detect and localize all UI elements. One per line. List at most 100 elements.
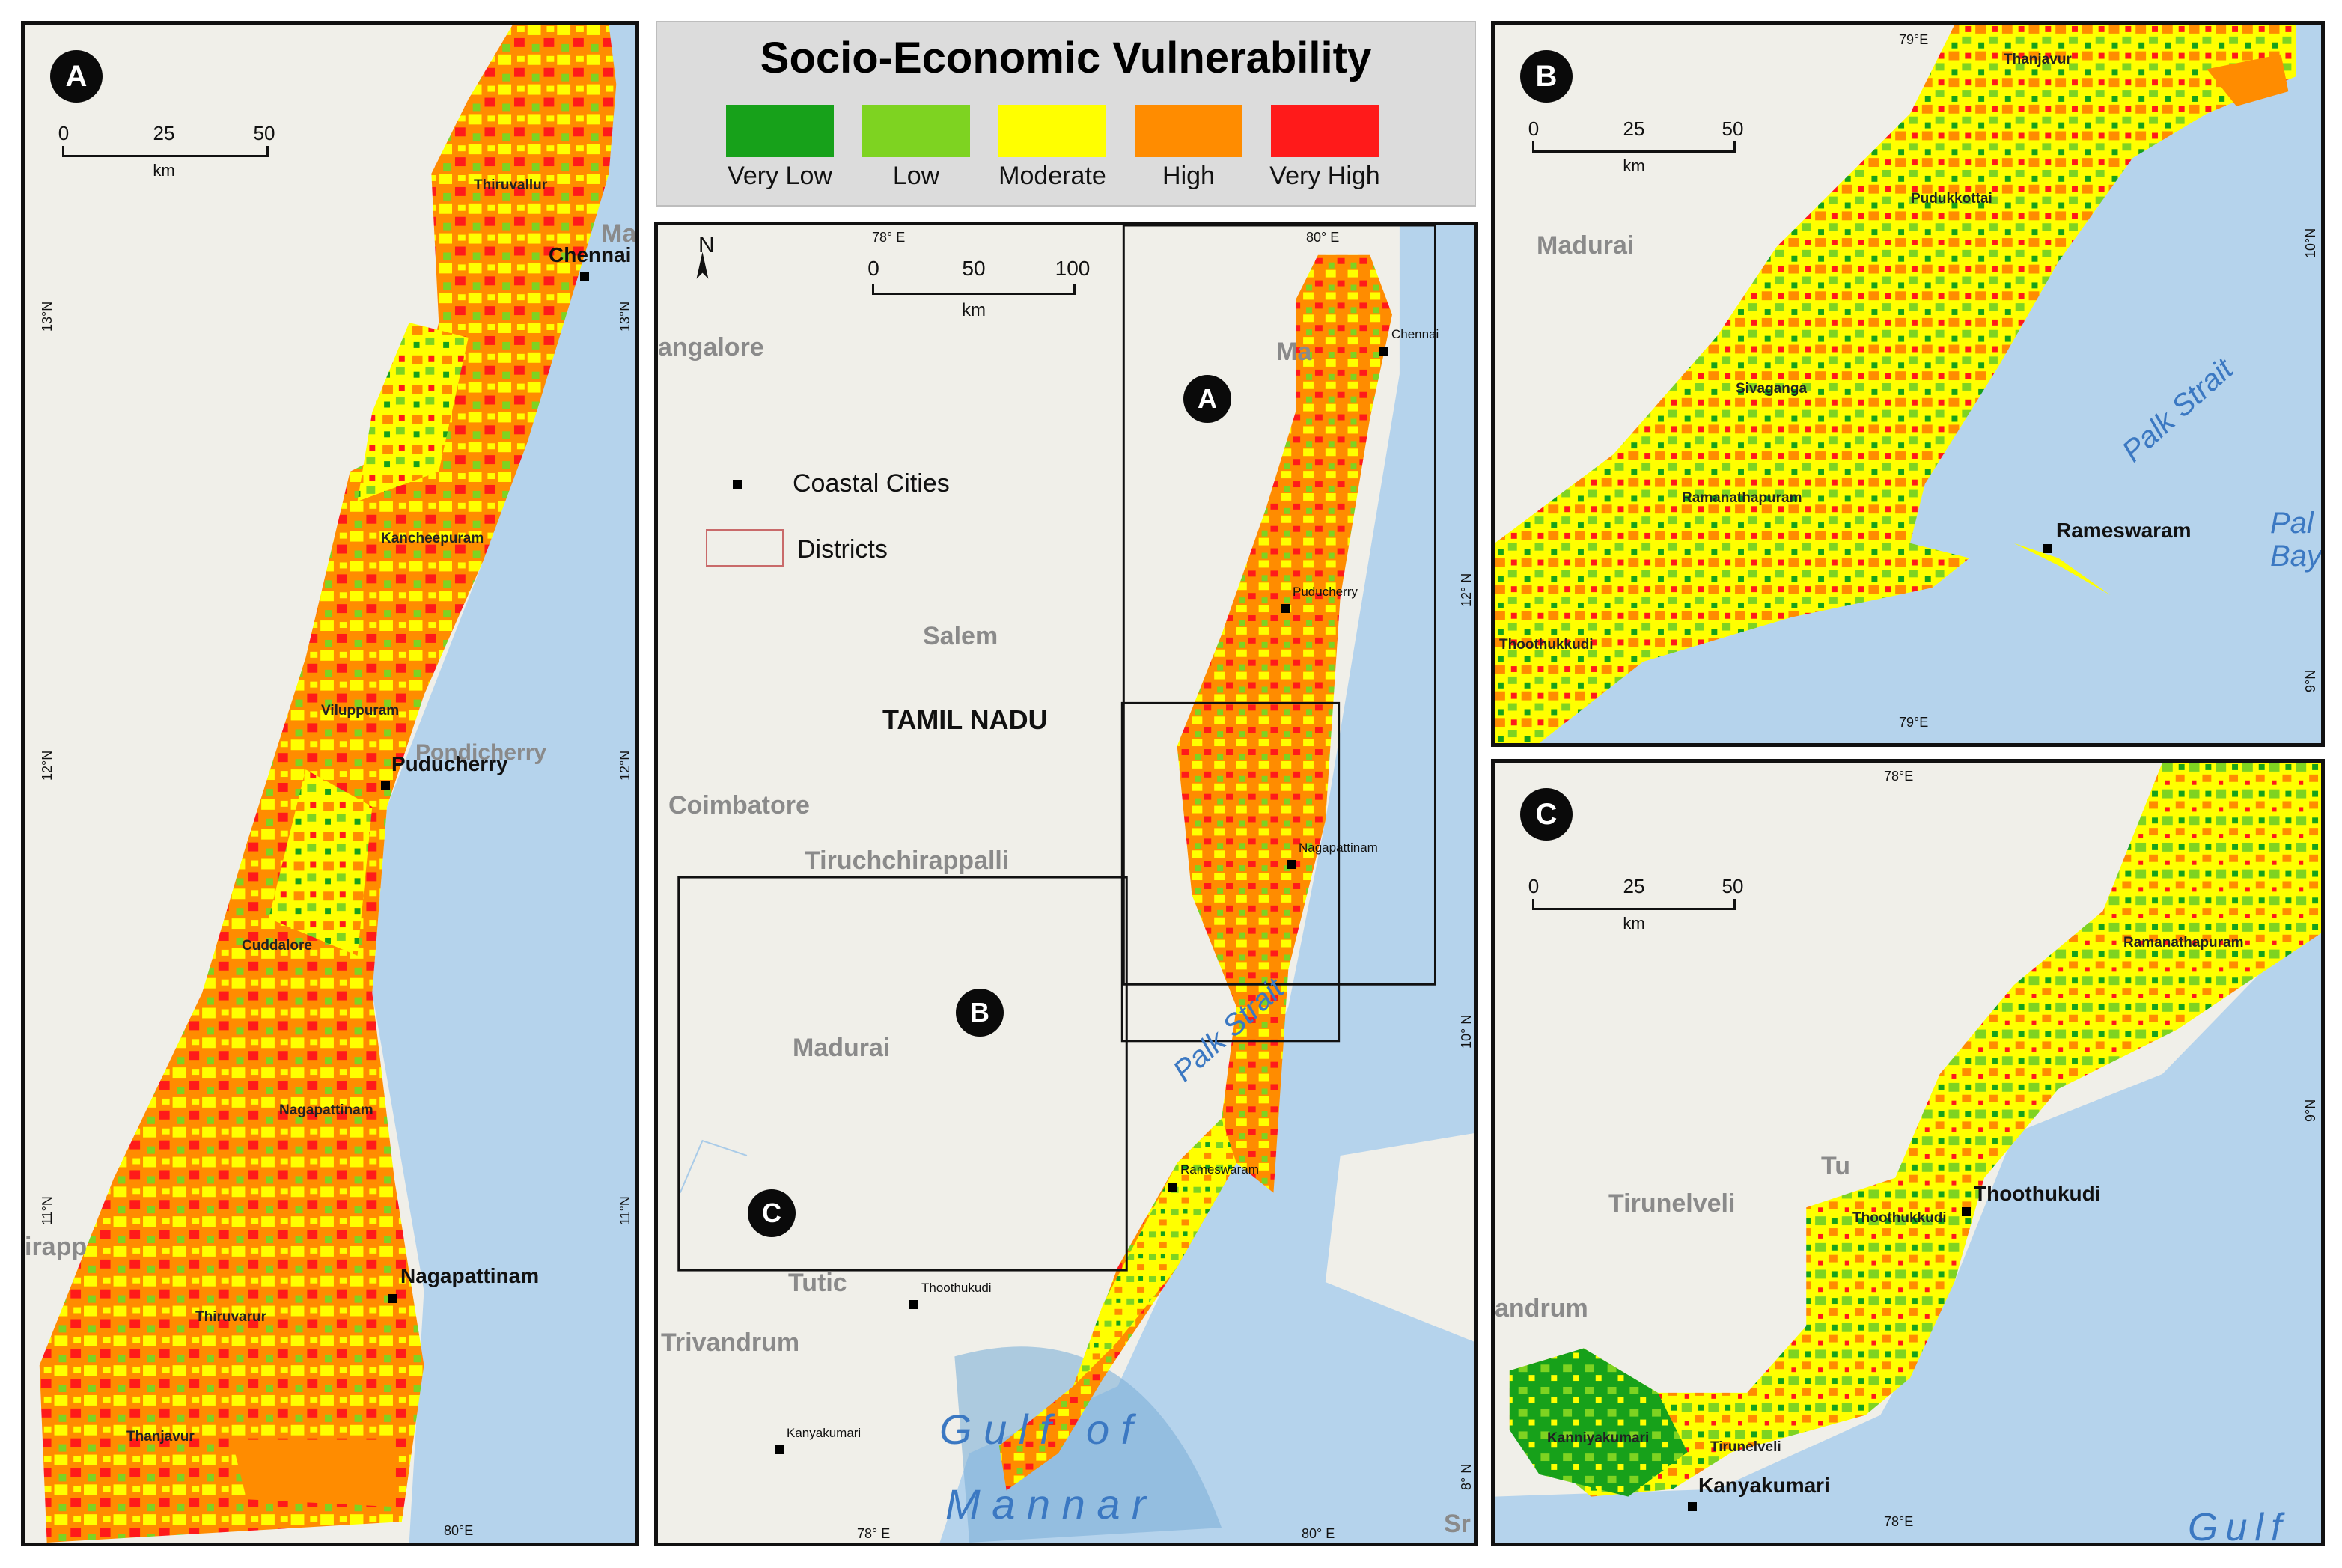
district-c-tirunelveli: Tirunelveli	[1710, 1439, 1781, 1455]
scale-tick-b-25: 25	[1623, 118, 1645, 140]
coord-b-79e-top: 79°E	[1899, 32, 1929, 47]
panel-b-thanjavur-patch	[2207, 54, 2289, 106]
coord-main-78e-top: 78° E	[872, 230, 906, 245]
panel-c-map-canvas	[1495, 763, 2321, 1543]
city-marker-nagapattinam	[388, 1294, 397, 1303]
legend-label-low: Low	[892, 162, 940, 190]
coord-main-80e-top: 80° E	[1306, 230, 1340, 245]
scale-tick-a-0: 0	[58, 122, 70, 144]
marker-kanyakumari	[775, 1445, 784, 1454]
district-c-thoothukkudi: Thoothukkudi	[1852, 1210, 1947, 1226]
panel-c-kanniyakumari-green	[1509, 1348, 1688, 1497]
scale-tick-c-0: 0	[1528, 875, 1540, 897]
district-kancheepuram: Kancheepuram	[381, 531, 484, 546]
legend-item-very-low: Very Low	[713, 105, 847, 191]
background-place-tirapp: irapp	[25, 1233, 88, 1261]
city-label-nagapattinam: Nagapattinam	[400, 1264, 540, 1287]
label-c-thoothukudi: Thoothukudi	[1974, 1182, 2101, 1205]
state-label-tamil-nadu: TAMIL NADU	[882, 704, 1048, 735]
inset-marker-b: B	[956, 989, 1004, 1037]
background-place-salem: Salem	[923, 622, 998, 650]
coord-main-80e-bottom: 80° E	[1302, 1526, 1335, 1541]
north-arrow-label: N	[698, 233, 715, 257]
coord-main-78e-bottom: 78° E	[857, 1526, 891, 1541]
label-puducherry: Puducherry	[1293, 585, 1358, 599]
marker-puducherry	[1281, 604, 1290, 613]
overview-map-canvas	[658, 225, 1474, 1543]
background-place-bangalore: angalore	[658, 333, 764, 362]
panel-label-c: C	[1520, 788, 1573, 841]
background-place-tutic: Tutic	[788, 1269, 847, 1297]
coord-a-12n-left: 12°N	[40, 750, 55, 781]
overview-vulnerability-coast	[998, 254, 1392, 1491]
legend-label-high: High	[1162, 162, 1215, 190]
coord-main-10n: 10° N	[1459, 1014, 1474, 1049]
scale-tick-main-100: 100	[1055, 257, 1091, 280]
legend-swatch-moderate	[998, 105, 1106, 157]
scale-unit-c: km	[1623, 914, 1645, 933]
coord-a-12n-right: 12°N	[617, 750, 632, 781]
panel-b-vulnerability-coast	[1495, 25, 2296, 743]
legend-label-very-high: Very High	[1269, 162, 1380, 190]
coord-a-80e: 80°E	[444, 1523, 474, 1538]
legend-label-moderate: Moderate	[998, 162, 1106, 190]
vulnerability-patch-a1	[357, 323, 469, 501]
city-marker-puducherry	[381, 781, 390, 790]
district-b-pudukkottai: Pudukkottai	[1911, 191, 1992, 207]
scale-bar-c: 0 25 50 km	[1525, 875, 1764, 935]
legend-swatch-low	[862, 105, 970, 157]
legend-city-marker	[733, 480, 742, 489]
district-thiruvarur: Thiruvarur	[195, 1309, 267, 1325]
coord-b-9n: 9°N	[2303, 669, 2318, 692]
district-thanjavur: Thanjavur	[126, 1429, 195, 1445]
label-kanyakumari: Kanyakumari	[787, 1426, 862, 1440]
label-thoothukudi: Thoothukudi	[921, 1281, 992, 1295]
background-place-tiruchchirappalli: Tiruchchirappalli	[805, 846, 1010, 875]
legend-district-swatch	[706, 529, 784, 567]
scale-tick-b-0: 0	[1528, 118, 1540, 140]
panel-c-sea	[1495, 911, 2321, 1543]
scale-tick-c-25: 25	[1623, 875, 1645, 897]
legend-districts: Districts	[797, 535, 888, 564]
vulnerability-patch-a3	[231, 1439, 394, 1507]
scale-tick-main-0: 0	[867, 257, 879, 280]
sea-c-gulf: Gulf	[2188, 1506, 2290, 1546]
map-panel-b: B 0 25 50 km Thanjavur Pudukkottai Sivag…	[1491, 21, 2325, 747]
sri-lanka-landmass	[1325, 1133, 1474, 1342]
vulnerability-patch-a2	[269, 769, 373, 956]
map-panel-a: A 0 25 50 km Thiruvallur Kancheepuram Vi…	[21, 21, 639, 1546]
district-c-kanniyakumari: Kanniyakumari	[1547, 1430, 1650, 1446]
district-cuddalore: Cuddalore	[242, 938, 312, 954]
district-b-sivaganga: Sivaganga	[1736, 381, 1808, 397]
district-c-ramanathapuram: Ramanathapuram	[2123, 935, 2244, 951]
legend-item-very-high: Very High	[1257, 105, 1392, 191]
overview-vulnerability-south	[1073, 1118, 1236, 1387]
coord-a-11n-left: 11°N	[40, 1196, 55, 1225]
city-marker-chennai	[580, 272, 589, 281]
scale-unit-b: km	[1623, 156, 1645, 175]
label-chennai: Chennai	[1391, 327, 1439, 341]
panel-b-sea	[1539, 25, 2321, 743]
sea-label-gulf: G u l f o f	[939, 1406, 1133, 1453]
marker-c-kanyakumari	[1688, 1502, 1697, 1511]
inset-frame-b	[1120, 701, 1341, 1043]
coord-a-11n-right: 11°N	[617, 1196, 632, 1225]
marker-nagapattinam	[1287, 860, 1296, 869]
legend-coastal-cities: Coastal Cities	[793, 469, 950, 498]
marker-c-thoothukudi	[1962, 1207, 1971, 1216]
coord-a-13n-right: 13°N	[617, 301, 632, 332]
coord-b-10n: 10°N	[2303, 228, 2318, 258]
scale-unit-a: km	[153, 161, 175, 180]
scale-unit-main: km	[962, 300, 986, 320]
panel-b-map-canvas	[1495, 25, 2321, 743]
river-line	[679, 1139, 748, 1194]
background-c-tirunelveli: Tirunelveli	[1608, 1189, 1736, 1218]
background-b-madurai: Madurai	[1537, 231, 1635, 260]
label-nagapattinam: Nagapattinam	[1299, 841, 1378, 855]
scale-tick-c-50: 50	[1722, 875, 1744, 897]
scale-tick-a-25: 25	[153, 122, 175, 144]
background-place-trivandrum: Trivandrum	[661, 1328, 800, 1357]
map-panel-c: C 0 25 50 km Ramanathapuram Thoothukkudi…	[1491, 759, 2325, 1546]
district-thiruvallur: Thiruvallur	[474, 177, 548, 193]
background-place-madurai: Madurai	[793, 1034, 891, 1062]
